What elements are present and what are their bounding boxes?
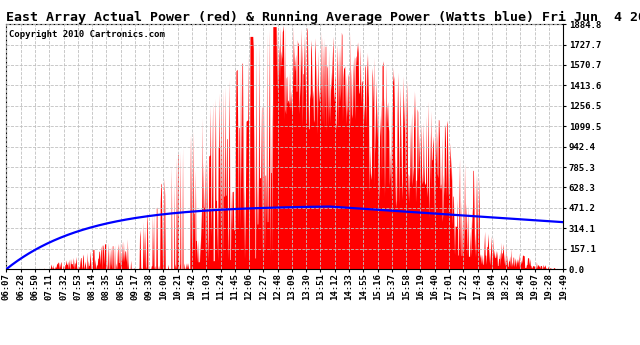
Text: Copyright 2010 Cartronics.com: Copyright 2010 Cartronics.com — [9, 30, 165, 39]
Text: East Array Actual Power (red) & Running Average Power (Watts blue) Fri Jun  4 20: East Array Actual Power (red) & Running … — [6, 11, 640, 24]
